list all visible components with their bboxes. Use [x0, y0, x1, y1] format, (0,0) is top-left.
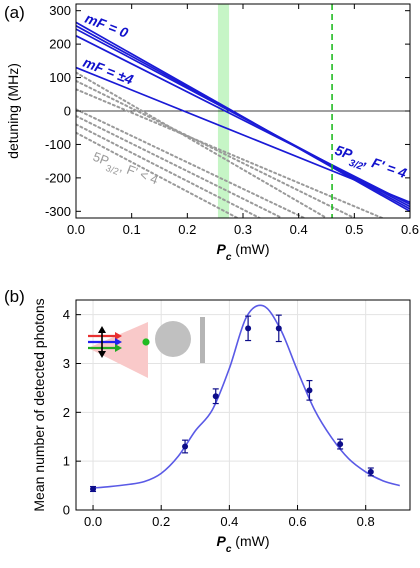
data-point — [245, 315, 252, 342]
x-tick-label: 0.5 — [345, 222, 363, 237]
y-tick-label: 1 — [63, 454, 70, 469]
x-tick-label: 0.4 — [220, 514, 238, 529]
x-axis-label: Pc (mW) — [216, 241, 269, 263]
panel-a-plot-area — [76, 21, 410, 218]
gray-level-line-6 — [76, 131, 239, 218]
y-tick-label: 0 — [64, 104, 71, 119]
y-tick-label: 4 — [63, 307, 70, 322]
data-point — [90, 485, 97, 493]
gray-level-line-3 — [76, 108, 306, 218]
y-tick-label: 100 — [49, 70, 71, 85]
x-tick-label: 0.3 — [234, 222, 252, 237]
x-tick-label: 0.0 — [67, 222, 85, 237]
data-point — [182, 439, 189, 454]
x-tick-label: 0.4 — [290, 222, 308, 237]
x-tick-label: 0.2 — [152, 514, 170, 529]
gray-level-line-0 — [76, 71, 328, 218]
x-tick-label: 0.8 — [357, 514, 375, 529]
y-tick-label: 3 — [63, 356, 70, 371]
gray-level-line-1 — [76, 79, 356, 218]
red-arrowhead-icon — [115, 332, 122, 340]
data-point — [367, 467, 374, 477]
y-tick-label: -100 — [45, 137, 71, 152]
data-point — [212, 388, 219, 405]
data-marker — [245, 325, 252, 332]
data-marker — [182, 443, 189, 450]
x-tick-label: 0.2 — [178, 222, 196, 237]
gray-level-line-4 — [76, 115, 283, 218]
x-tick-label: 0.0 — [84, 514, 102, 529]
panel-a-label: (a) — [4, 3, 25, 22]
y-axis-label: detuning (MHz) — [5, 63, 21, 159]
data-marker — [275, 325, 282, 332]
data-point — [337, 438, 344, 450]
panel-b-frame — [75, 299, 411, 511]
panel-b-chart: 0.0 0.2 0.4 0.6 0.8 0 1 2 3 4 Pc (mW) Mean number o… — [31, 298, 411, 555]
y-tick-label: -200 — [45, 170, 71, 185]
f-lt4-manifold-annotation: 5P3/2, F' < 4 — [89, 149, 160, 191]
data-marker — [337, 441, 344, 448]
blue-level-line-2 — [76, 28, 410, 208]
detector-plate-icon — [200, 317, 205, 363]
polarization-arrowhead-down-icon — [98, 351, 106, 358]
y-axis-label: Mean number of detected photons — [31, 298, 47, 511]
y-tick-label: 0 — [63, 503, 70, 518]
x-tick-label: 0.1 — [123, 222, 141, 237]
microsphere-icon — [155, 321, 191, 357]
y-tick-label: 300 — [49, 3, 71, 18]
x-tick-label: 0.6 — [288, 514, 306, 529]
fit-curve — [92, 304, 400, 489]
data-point — [306, 379, 313, 401]
data-marker — [212, 393, 219, 400]
gray-level-line-2 — [76, 88, 384, 218]
atom-icon — [142, 338, 150, 346]
blue-level-line-3 — [76, 35, 410, 206]
setup-schematic-inset — [88, 317, 205, 378]
blue-arrowhead-icon — [115, 338, 122, 346]
data-marker — [367, 468, 374, 475]
data-point — [275, 314, 282, 343]
f4-manifold-annotation: 5P3/2, F' = 4 — [331, 142, 409, 187]
data-marker — [306, 387, 313, 394]
x-tick-label: 0.6 — [401, 222, 419, 237]
polarization-arrowhead-up-icon — [98, 326, 106, 333]
panel-a-chart: 0.0 0.1 0.2 0.3 0.4 0.5 0.6 300 200 100 0 -100 -200 -… — [5, 3, 419, 262]
blue-level-line-4 — [76, 66, 410, 204]
x-axis-label: Pc (mW) — [216, 533, 269, 555]
gray-level-line-5 — [76, 123, 261, 218]
y-tick-label: 200 — [49, 37, 71, 52]
y-tick-label: -300 — [45, 204, 71, 219]
green-arrowhead-icon — [115, 344, 122, 352]
y-tick-label: 2 — [63, 405, 70, 420]
data-marker — [90, 486, 97, 492]
panel-b-label: (b) — [4, 287, 25, 306]
mf4-annotation: mF = ±4 — [81, 54, 136, 88]
